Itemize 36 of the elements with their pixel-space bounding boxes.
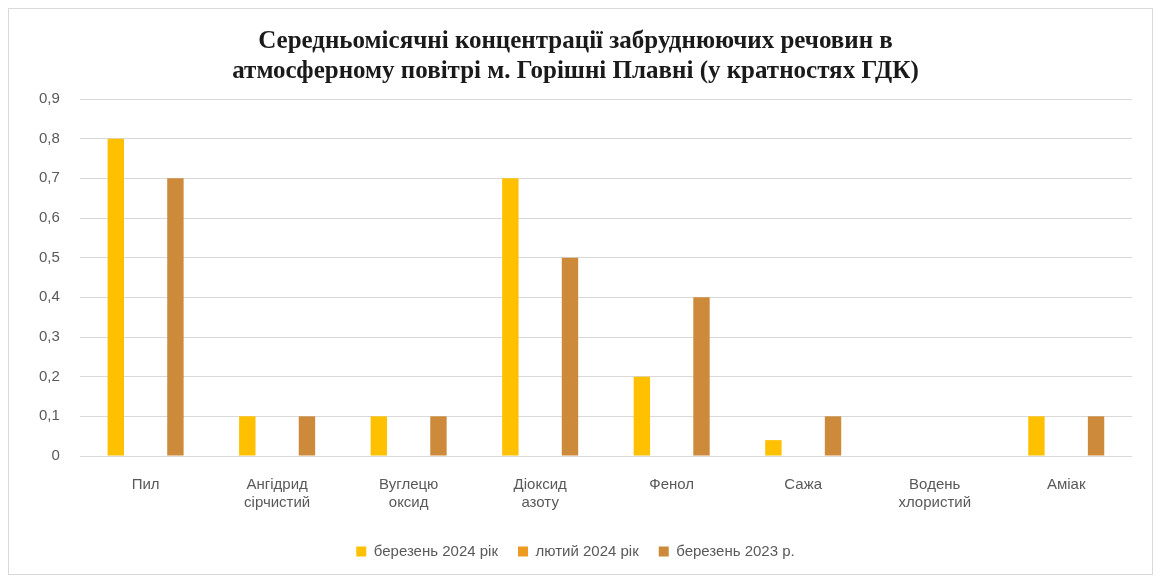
x-tick-label: Пил	[131, 475, 160, 493]
bar	[824, 416, 842, 456]
y-tick-label: 0,7	[38, 168, 60, 186]
bar	[561, 257, 579, 456]
y-tick-label: 0,3	[38, 327, 60, 345]
y-tick-label: 0,2	[38, 366, 60, 384]
x-tick-label: Вуглецю оксид	[378, 475, 439, 511]
legend-label: березень 2023 р.	[676, 541, 795, 559]
bar	[693, 297, 710, 456]
y-tick-label: 0,6	[38, 208, 60, 226]
legend-label: березень 2024 рік	[373, 541, 499, 559]
bar	[107, 138, 124, 456]
chart-title: Середньомісячні концентрації забруднюючих речовин в атмосферному повітрі м. Горішні Плавні (у кратностях ГДК)	[232, 26, 919, 85]
y-tick-label: 0,1	[38, 406, 60, 424]
bar	[298, 416, 316, 456]
x-tick-label: Сажа	[784, 475, 823, 493]
y-tick-label: 0,4	[38, 287, 60, 305]
x-tick-label: Діоксид азоту	[513, 475, 568, 511]
x-tick-label: Аміак	[1046, 475, 1086, 493]
bar	[370, 416, 388, 456]
bar	[1087, 416, 1105, 456]
y-tick-label: 0,9	[38, 89, 60, 107]
bar	[430, 416, 447, 456]
bar	[167, 178, 184, 456]
bar	[239, 416, 256, 456]
bar	[1028, 416, 1045, 456]
legend-label: лютий 2024 рік	[535, 541, 640, 559]
y-tick-label: 0	[51, 446, 60, 464]
x-tick-label: Ангідрид сірчистий	[244, 475, 311, 511]
bar	[765, 440, 782, 456]
y-tick-label: 0,5	[38, 247, 60, 265]
x-tick-label: Водень хлористий	[898, 475, 972, 511]
bar	[633, 376, 651, 456]
bar	[502, 178, 519, 456]
y-tick-label: 0,8	[38, 128, 60, 146]
x-tick-label: Фенол	[649, 475, 695, 493]
